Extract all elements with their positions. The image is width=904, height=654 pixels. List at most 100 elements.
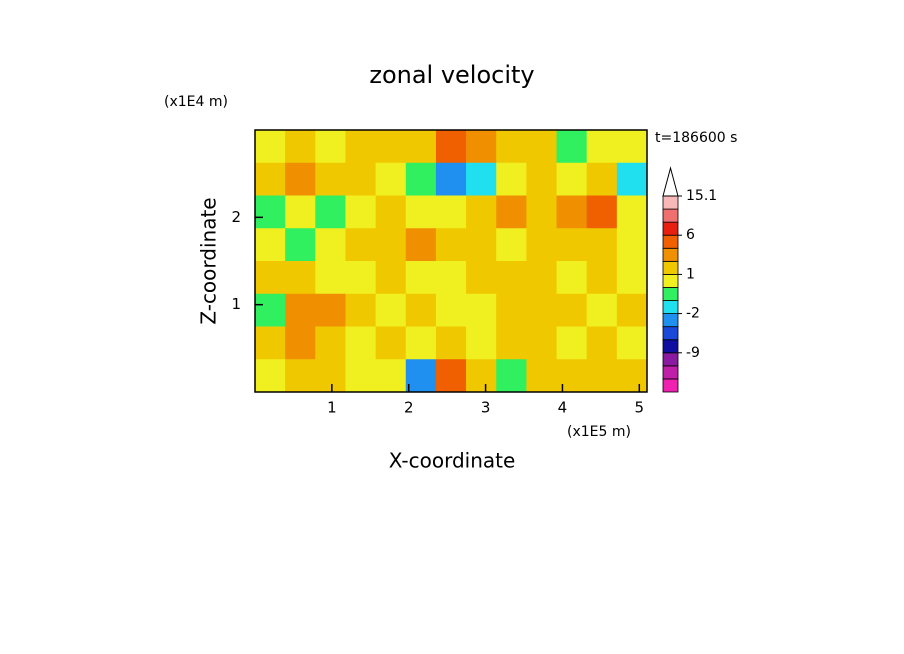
contour-cell — [616, 195, 648, 229]
colorbar-tick-label: -9 — [686, 345, 700, 361]
contour-cell — [556, 261, 588, 295]
contour-cell — [466, 326, 497, 360]
contour-cell — [345, 293, 377, 327]
contour-cell — [466, 359, 497, 393]
contour-cell — [526, 293, 558, 327]
contour-cell — [255, 228, 286, 262]
contour-cell — [345, 228, 377, 262]
contour-cell — [315, 130, 346, 164]
contour-cell — [616, 228, 648, 262]
contour-cell — [375, 195, 407, 229]
contour-cell — [285, 261, 316, 295]
contour-cell — [466, 261, 497, 295]
contour-cell — [255, 195, 286, 229]
contour-cell — [435, 228, 467, 262]
contour-cell — [556, 195, 588, 229]
contour-cell — [315, 261, 346, 295]
contour-cell — [375, 326, 407, 360]
contour-cell — [586, 228, 618, 262]
colorbar-box — [662, 260, 679, 275]
x-axis-label: X-coordinate — [389, 449, 516, 473]
contour-cell — [315, 228, 346, 262]
contour-cell — [586, 359, 618, 393]
contour-cell — [616, 162, 648, 196]
contour-cell — [496, 228, 527, 262]
colorbar-box — [662, 378, 679, 393]
contour-cell — [435, 293, 467, 327]
contour-cell — [345, 261, 377, 295]
contour-cell — [586, 326, 618, 360]
contour-cell — [556, 228, 588, 262]
contour-cell — [375, 130, 407, 164]
x-tick-label: 2 — [404, 399, 414, 417]
contour-cell — [405, 359, 437, 393]
contour-cell — [586, 195, 618, 229]
colorbar-box — [662, 247, 679, 262]
contour-cell — [616, 261, 648, 295]
contour-cell — [285, 228, 316, 262]
contour-cell — [435, 162, 467, 196]
contour-cell — [255, 293, 286, 327]
colorbar-box — [662, 234, 679, 249]
contour-cell — [556, 162, 588, 196]
contour-cell — [255, 162, 286, 196]
contour-cell — [285, 162, 316, 196]
contour-cell — [375, 228, 407, 262]
contour-cell — [586, 261, 618, 295]
contour-cell — [616, 130, 648, 164]
contour-cell — [345, 162, 377, 196]
contour-cell — [496, 162, 527, 196]
contour-cell — [526, 326, 558, 360]
contour-cell — [466, 293, 497, 327]
contour-cell — [345, 195, 377, 229]
contour-cell — [405, 293, 437, 327]
contour-cell — [285, 195, 316, 229]
contour-cell — [285, 326, 316, 360]
colorbar-box — [662, 195, 679, 210]
colorbar-tick-label: -2 — [686, 306, 700, 322]
contour-cell — [526, 130, 558, 164]
contour-cell — [375, 261, 407, 295]
contour-cell — [315, 195, 346, 229]
time-label: t=186600 s — [655, 130, 737, 146]
contour-cell — [556, 130, 588, 164]
y-tick-label: 2 — [231, 208, 241, 226]
contour-cell — [496, 130, 527, 164]
colorbar-tick-label: 15.1 — [686, 188, 717, 204]
contour-cell — [285, 293, 316, 327]
y-tick-label: 1 — [231, 295, 241, 313]
colorbar-box — [662, 352, 679, 367]
colorbar-box — [662, 287, 679, 301]
contour-cell — [616, 359, 648, 393]
contour-cell — [466, 162, 497, 196]
contour-cell — [375, 162, 407, 196]
contour-cell — [255, 130, 286, 164]
contour-cell — [255, 359, 286, 393]
contour-cell — [435, 326, 467, 360]
colorbar-tick-label: 1 — [686, 266, 695, 282]
colorbar-box — [662, 326, 679, 341]
contour-cell — [255, 261, 286, 295]
contour-cell — [466, 195, 497, 229]
colorbar-box — [662, 208, 679, 223]
contour-cell — [556, 293, 588, 327]
contour-cell — [405, 162, 437, 196]
contour-cell — [315, 359, 346, 393]
contour-cell — [586, 293, 618, 327]
contour-cell — [255, 326, 286, 360]
contour-cell — [526, 359, 558, 393]
contour-cell — [405, 195, 437, 229]
contour-cell — [496, 261, 527, 295]
contour-cell — [496, 359, 527, 393]
colorbar-extension — [662, 166, 679, 197]
contour-cell — [435, 261, 467, 295]
contour-cell — [435, 130, 467, 164]
contour-cell — [616, 293, 648, 327]
contour-cell — [285, 359, 316, 393]
colorbar-box — [662, 221, 679, 236]
contour-cell — [496, 326, 527, 360]
contour-cell — [496, 293, 527, 327]
contour-cell — [466, 130, 497, 164]
